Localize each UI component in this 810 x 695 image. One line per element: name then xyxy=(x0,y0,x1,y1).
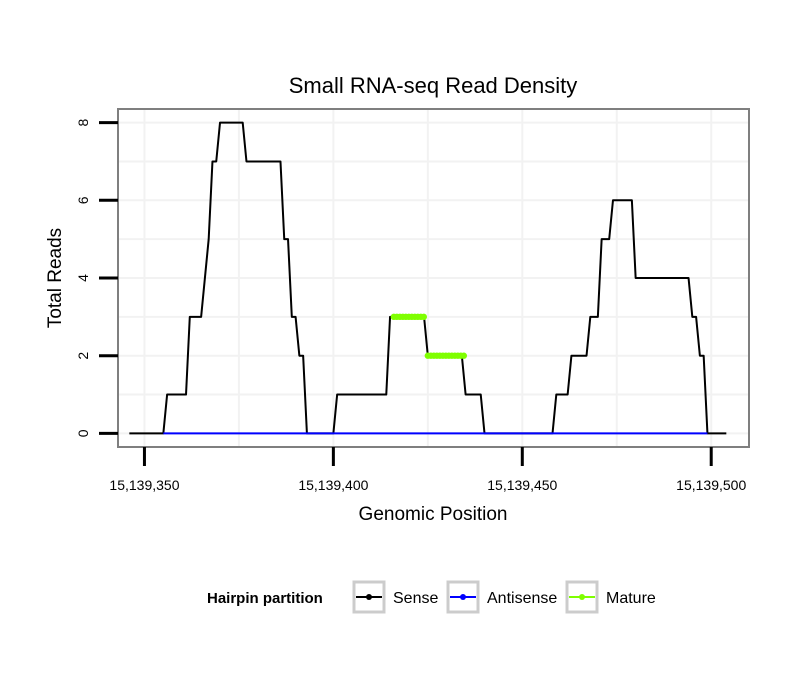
x-tick-label: 15,139,350 xyxy=(109,477,179,493)
legend-point-mature xyxy=(579,594,585,600)
chart-title: Small RNA-seq Read Density xyxy=(289,73,578,98)
legend-label-antisense: Antisense xyxy=(487,590,557,607)
x-tick-label: 15,139,500 xyxy=(676,477,746,493)
series-mature-point xyxy=(420,313,428,321)
y-tick-label: 8 xyxy=(75,118,91,126)
x-tick-label: 15,139,400 xyxy=(298,477,368,493)
series-mature-point xyxy=(460,352,468,359)
series-layer xyxy=(129,121,727,435)
legend-item-antisense: Antisense xyxy=(446,580,557,614)
legend-label-mature: Mature xyxy=(606,590,656,607)
y-axis-title: Total Reads xyxy=(45,228,66,328)
y-tick-label: 4 xyxy=(75,274,91,282)
x-axis-title: Genomic Position xyxy=(359,504,508,525)
x-tick-label: 15,139,450 xyxy=(487,477,557,493)
legend-item-sense: Sense xyxy=(352,580,438,614)
axis-layer: 0 2 4 6 8 15,139,350 15,139,400 15,139,450 15,13… xyxy=(75,118,746,493)
legend: Hairpin partition Sense Antisense Mature xyxy=(207,580,656,614)
y-tick-label: 0 xyxy=(75,429,91,437)
legend-label-sense: Sense xyxy=(393,590,438,607)
legend-point-antisense xyxy=(460,594,466,600)
y-tick-label: 2 xyxy=(75,352,91,360)
legend-title: Hairpin partition xyxy=(207,590,323,607)
legend-point-sense xyxy=(366,594,372,600)
y-tick-label: 6 xyxy=(75,196,91,204)
legend-item-mature: Mature xyxy=(565,580,656,614)
